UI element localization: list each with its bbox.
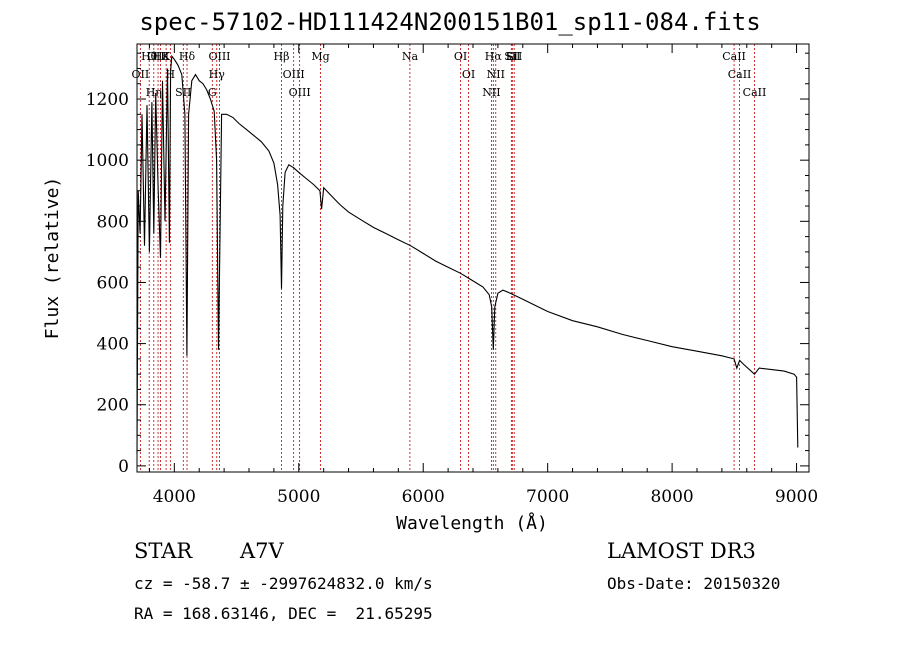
y-tick-label: 1200 <box>86 90 129 110</box>
line-marker-label: Hε <box>153 50 169 63</box>
y-axis-label: Flux (relative) <box>42 177 63 340</box>
redshift-text: cz = -58.7 ± -2997624832.0 km/s <box>134 574 433 593</box>
line-markers <box>139 44 755 472</box>
line-marker-label: Hθ <box>141 50 158 63</box>
line-marker-label: OII <box>132 68 150 81</box>
line-marker-label: NII <box>487 68 505 81</box>
line-marker-label: SII <box>504 50 520 63</box>
chart-title: spec-57102-HD111424N200151B01_sp11-084.f… <box>139 8 761 36</box>
observation-date: Obs-Date: 20150320 <box>607 574 781 593</box>
x-axis-label: Wavelength (Å) <box>396 512 548 534</box>
object-subclass: A7V <box>240 539 284 563</box>
object-class: STAR <box>134 539 193 563</box>
x-tick-label: 8000 <box>650 487 693 507</box>
line-marker-label: Li <box>506 50 517 63</box>
y-tick-label: 200 <box>97 396 129 416</box>
y-tick-label: 0 <box>118 457 129 477</box>
line-marker-label: Hη <box>146 86 162 99</box>
line-marker-label: Hδ <box>179 50 196 63</box>
y-tick-label: 600 <box>97 273 129 293</box>
coordinates: RA = 168.63146, DEC = 21.65295 <box>134 604 433 623</box>
plot-frame <box>136 43 810 473</box>
line-marker-label: OIII <box>147 50 169 63</box>
x-tick-label: 7000 <box>526 487 569 507</box>
x-tick-label: 5000 <box>277 487 320 507</box>
line-marker-label: Hγ <box>209 68 226 81</box>
line-marker-label: Na <box>402 50 419 63</box>
line-marker-label: NII <box>482 86 500 99</box>
x-axis-ticks: 4000 5000 6000 7000 8000 9000 <box>148 44 818 507</box>
spectrum-line <box>136 54 799 454</box>
y-tick-label: 1000 <box>86 151 129 171</box>
line-marker-label: Hα <box>485 50 503 63</box>
x-tick-label: 4000 <box>153 487 196 507</box>
y-axis-ticks: 0 200 400 600 800 1000 1200 <box>86 52 809 477</box>
line-marker-label: CaII <box>722 50 746 63</box>
line-marker-label: OI <box>454 50 467 63</box>
line-marker-label: CaII <box>728 68 752 81</box>
line-marker-label: CaII <box>743 86 767 99</box>
line-marker-label: SII <box>506 50 522 63</box>
survey-name: LAMOST DR3 <box>607 539 756 563</box>
line-marker-label: OIII <box>208 50 230 63</box>
line-marker-label: OIII <box>283 68 305 81</box>
x-tick-label: 9000 <box>775 487 818 507</box>
line-marker-label: Mg <box>311 50 329 63</box>
line-marker-label: OI <box>462 68 475 81</box>
line-marker-label: G <box>208 86 217 99</box>
line-marker-label: K <box>162 50 171 63</box>
y-tick-label: 400 <box>97 335 129 355</box>
line-marker-label: OIII <box>289 86 311 99</box>
line-marker-label: Hβ <box>274 50 290 63</box>
y-tick-label: 800 <box>97 212 129 232</box>
x-tick-label: 6000 <box>402 487 445 507</box>
